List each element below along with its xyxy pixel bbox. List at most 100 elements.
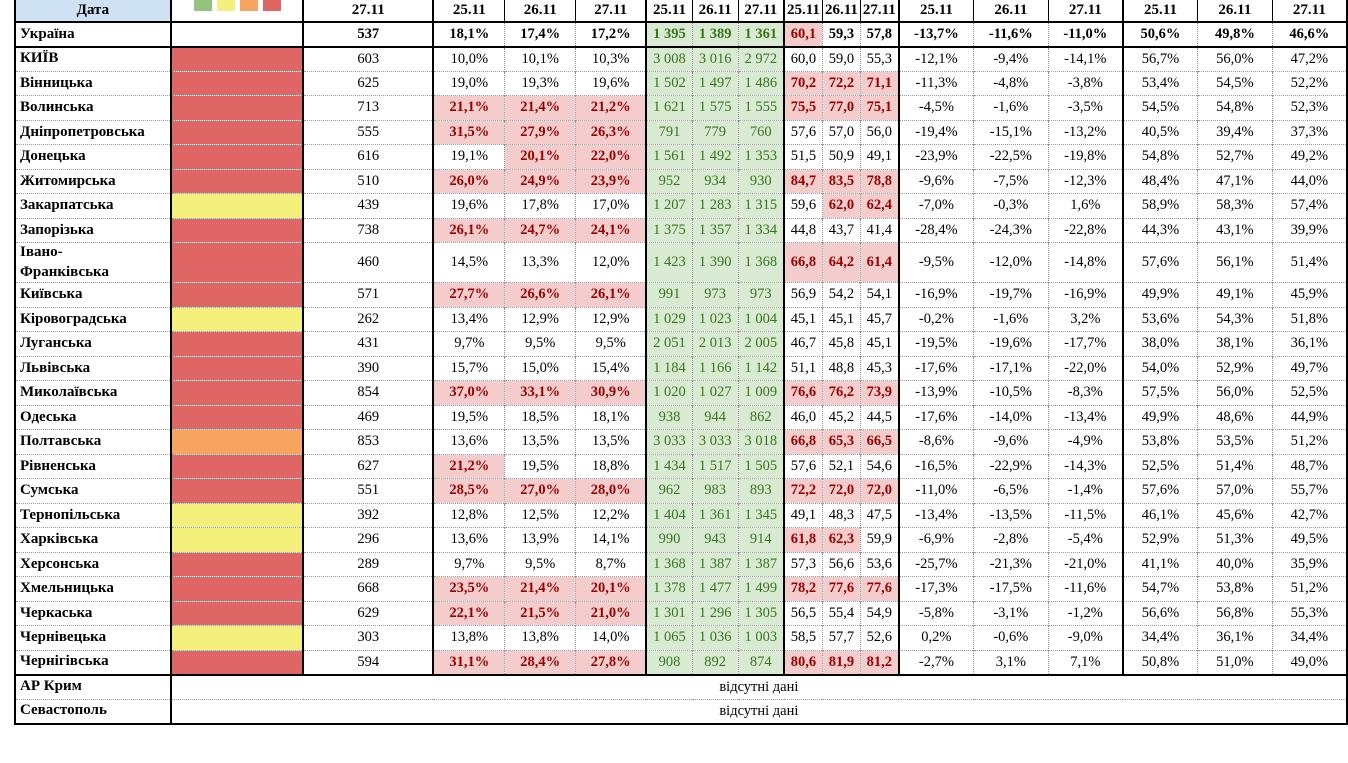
cell-positivity-1: 17,8% bbox=[504, 193, 576, 218]
cell-occupancy-2: 54,6 bbox=[859, 453, 899, 479]
cell-positivity-2: 13,5% bbox=[575, 429, 647, 454]
table-row: Сумська 551 28,5% 27,0% 28,0% 962 983 893 72,2 72… bbox=[15, 478, 1347, 503]
cell-occupancy-1: 59,0 bbox=[821, 45, 861, 71]
cell-share-2: 45,9% bbox=[1271, 282, 1347, 307]
cell-occupancy-0: 51,1 bbox=[782, 355, 823, 381]
cell-positivity-0: 15,7% bbox=[432, 355, 505, 381]
cell-positivity-0: 19,5% bbox=[432, 404, 505, 430]
cell-share-2: 49,2% bbox=[1271, 144, 1347, 169]
date-col-g2-0: 25.11 bbox=[782, 0, 823, 23]
cell-tests-0: 2 051 bbox=[645, 331, 693, 356]
cell-region-name: Миколаївська bbox=[15, 380, 171, 405]
cell-tests-2: 1 315 bbox=[737, 193, 784, 218]
cell-tests-1: 1 387 bbox=[691, 551, 739, 577]
cell-dynamics-0: -2,7% bbox=[897, 649, 974, 675]
cell-positivity-1: 10,1% bbox=[504, 45, 576, 71]
cell-tests-0: 952 bbox=[645, 168, 693, 194]
cell-dynamics-1: -17,1% bbox=[973, 355, 1049, 381]
cell-tests-0: 1 375 bbox=[645, 217, 693, 243]
cell-occupancy-2: 66,5 bbox=[859, 429, 899, 454]
cell-dynamics-0: 0,2% bbox=[897, 625, 974, 650]
cell-dynamics-1: -2,8% bbox=[973, 527, 1049, 552]
cell-occupancy-1: 45,1 bbox=[821, 306, 861, 332]
cell-status-color bbox=[169, 168, 304, 194]
cell-occupancy-1: 55,4 bbox=[821, 600, 861, 626]
cell-share-0: 49,9% bbox=[1121, 282, 1198, 307]
cell-share-1: 56,0% bbox=[1197, 45, 1273, 71]
cell-share-0: 58,9% bbox=[1121, 193, 1198, 218]
cell-dynamics-2: -22,8% bbox=[1047, 217, 1123, 243]
cell-positivity-0: 26,0% bbox=[432, 168, 505, 194]
cell-share-1: 52,9% bbox=[1197, 355, 1273, 381]
cell-occupancy-2: 45,3 bbox=[859, 355, 899, 381]
cell-tests-2: 1 003 bbox=[737, 625, 784, 650]
cell-dynamics-1: -0,6% bbox=[973, 625, 1049, 650]
cell-dynamics-2: 3,2% bbox=[1047, 306, 1123, 332]
cell-region-name: Рівненська bbox=[15, 453, 171, 479]
cell-share-2: 52,2% bbox=[1271, 70, 1347, 96]
cell-positivity-1: 15,0% bbox=[504, 355, 576, 381]
table-row: Львівська 390 15,7% 15,0% 15,4% 1 184 1 166 1 1… bbox=[15, 355, 1347, 381]
cell-dynamics-1: -22,9% bbox=[973, 453, 1049, 479]
cell-dynamics-0: -19,4% bbox=[897, 119, 974, 145]
date-col-g3-1: 26.11 bbox=[973, 0, 1049, 23]
cell-share-0: 50,8% bbox=[1121, 649, 1198, 675]
cell-positivity-1: 24,7% bbox=[504, 217, 576, 243]
cell-tests-1: 983 bbox=[691, 478, 739, 503]
cell-occupancy-0: 51,5 bbox=[782, 144, 823, 169]
cell-dynamics-1: -21,3% bbox=[973, 551, 1049, 577]
cell-tests-0: 938 bbox=[645, 404, 693, 430]
cell-dynamics-2: -12,3% bbox=[1047, 168, 1123, 194]
cell-tests-1: 1 357 bbox=[691, 217, 739, 243]
cell-region-name: Харківська bbox=[15, 527, 171, 552]
cell-tests-2: 930 bbox=[737, 168, 784, 194]
cell-positivity-0: 14,5% bbox=[432, 242, 505, 283]
cell-tests-2: 1 345 bbox=[737, 502, 784, 528]
cell-tests-0: 1 423 bbox=[645, 242, 693, 283]
cell-tests-2: 1 305 bbox=[737, 600, 784, 626]
legend-swatch-2 bbox=[239, 0, 258, 11]
cell-tests-0: 791 bbox=[645, 119, 693, 145]
cell-total: 853 bbox=[302, 429, 434, 454]
cell-dynamics-2: -3,5% bbox=[1047, 95, 1123, 120]
cell-region-name: Хмельницька bbox=[15, 576, 171, 601]
cell-occupancy-1: 50,9 bbox=[821, 144, 861, 169]
cell-tests-2: 1 368 bbox=[737, 242, 784, 283]
cell-region-name: Полтавська bbox=[15, 429, 171, 454]
table-row: Київська 571 27,7% 26,6% 26,1% 991 973 973 56,9 5… bbox=[15, 282, 1347, 307]
cell-share-1: 54,3% bbox=[1197, 306, 1273, 332]
cell-tests-2: 1 505 bbox=[737, 453, 784, 479]
cell-positivity-0: 13,8% bbox=[432, 625, 505, 650]
cell-dynamics-0: -23,9% bbox=[897, 144, 974, 169]
cell-total: 594 bbox=[302, 649, 434, 675]
cell-tests-0: 1 301 bbox=[645, 600, 693, 626]
cell-share-0: 56,7% bbox=[1121, 45, 1198, 71]
cell-dynamics-1: -10,5% bbox=[973, 380, 1049, 405]
table-row: Луганська 431 9,7% 9,5% 9,5% 2 051 2 013 2 005 4… bbox=[15, 331, 1347, 356]
cell-tests-1: 1 575 bbox=[691, 95, 739, 120]
cell-dynamics-0: -25,7% bbox=[897, 551, 974, 577]
cell-occupancy-2: 81,2 bbox=[859, 649, 899, 675]
header-row: Дата 27.11 25.11 26.11 27.11 25.11 26.11 27.11 2… bbox=[15, 0, 1347, 23]
cell-tests-1: 973 bbox=[691, 282, 739, 307]
cell-positivity-2: 17,0% bbox=[575, 193, 647, 218]
cell-occupancy-0: 72,2 bbox=[782, 478, 823, 503]
cell-occupancy-1: 43,7 bbox=[821, 217, 861, 243]
cell-tests-0: 991 bbox=[645, 282, 693, 307]
cell-total: 392 bbox=[302, 502, 434, 528]
cell-tests-1: 779 bbox=[691, 119, 739, 145]
cell-positivity-0: 13,6% bbox=[432, 429, 505, 454]
cell-dynamics-0: -13,9% bbox=[897, 380, 974, 405]
cell-share-0: 38,0% bbox=[1121, 331, 1198, 356]
cell-tests-1: 1 390 bbox=[691, 242, 739, 283]
cell-total: 555 bbox=[302, 119, 434, 145]
cell-tests-0: 1 029 bbox=[645, 306, 693, 332]
cell-occupancy-0: 60,1 bbox=[782, 22, 823, 47]
cell-share-1: 38,1% bbox=[1197, 331, 1273, 356]
cell-status-color bbox=[169, 70, 304, 96]
cell-positivity-1: 26,6% bbox=[504, 282, 576, 307]
cell-positivity-2: 21,0% bbox=[575, 600, 647, 626]
cell-dynamics-2: -22,0% bbox=[1047, 355, 1123, 381]
cell-share-2: 57,4% bbox=[1271, 193, 1347, 218]
cell-tests-2: 1 142 bbox=[737, 355, 784, 381]
